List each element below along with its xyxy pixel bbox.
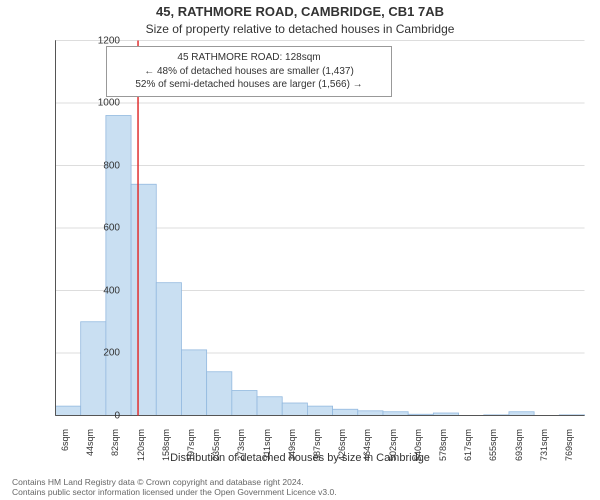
y-tick-label: 1200	[80, 35, 120, 46]
footer-line1: Contains HM Land Registry data © Crown c…	[12, 477, 337, 487]
y-tick-label: 800	[80, 160, 120, 171]
reference-callout: 45 RATHMORE ROAD: 128sqm ← 48% of detach…	[106, 46, 392, 97]
attribution-footer: Contains HM Land Registry data © Crown c…	[12, 477, 337, 497]
y-tick-label: 600	[80, 223, 120, 234]
page-title-line2: Size of property relative to detached ho…	[0, 22, 600, 36]
page-title-line1: 45, RATHMORE ROAD, CAMBRIDGE, CB1 7AB	[0, 4, 600, 19]
y-tick-label: 400	[80, 285, 120, 296]
callout-line1: 45 RATHMORE ROAD: 128sqm	[115, 51, 383, 65]
callout-line3: 52% of semi-detached houses are larger (…	[115, 78, 383, 92]
footer-line2: Contains public sector information licen…	[12, 487, 337, 497]
y-tick-label: 1000	[80, 98, 120, 109]
callout-line2: ← 48% of detached houses are smaller (1,…	[115, 65, 383, 79]
y-tick-label: 200	[80, 348, 120, 359]
y-tick-label: 0	[80, 410, 120, 421]
